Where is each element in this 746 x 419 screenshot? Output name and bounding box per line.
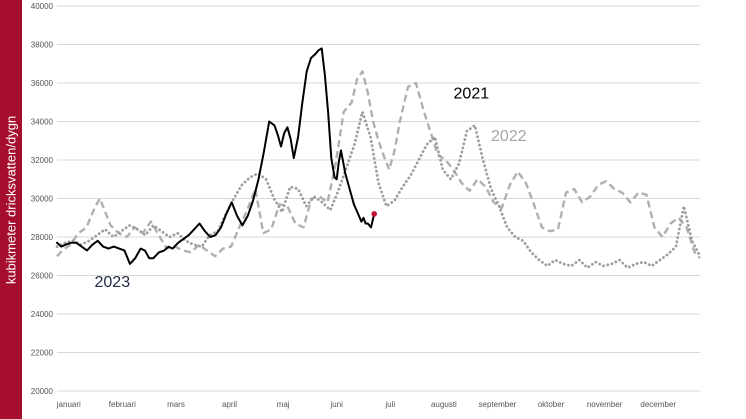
series-annotations: 2023 2021 2022 <box>95 85 527 291</box>
y-tick-40000: 40000 <box>31 2 54 11</box>
x-tick-juli: juli <box>384 400 395 409</box>
y-axis-label-bar: kubikmeter dricksvatten/dygn <box>0 0 22 419</box>
x-tick-april: april <box>222 400 237 409</box>
x-tick-juni: juni <box>329 400 343 409</box>
x-tick-februari: februari <box>109 400 136 409</box>
series-label-2021: 2021 <box>454 85 490 102</box>
series-line-2021 <box>55 110 702 270</box>
gridlines <box>57 5 700 392</box>
x-tick-december: december <box>640 400 676 409</box>
x-tick-labels: januari februari mars april maj juni juli augus… <box>56 400 677 409</box>
series-lines <box>55 47 702 270</box>
y-tick-labels: 20000 22000 24000 26000 28000 30000 32000 34000… <box>31 2 54 396</box>
y-tick-36000: 36000 <box>31 79 54 88</box>
y-tick-38000: 38000 <box>31 41 54 50</box>
series-line-2022 <box>56 70 701 260</box>
y-tick-30000: 30000 <box>31 195 54 204</box>
y-tick-28000: 28000 <box>31 233 54 242</box>
series-label-2023: 2023 <box>95 274 131 291</box>
series-line-2023 <box>56 47 376 265</box>
y-tick-22000: 22000 <box>31 349 54 358</box>
series-markers <box>371 211 378 217</box>
y-tick-34000: 34000 <box>31 118 54 127</box>
y-tick-20000: 20000 <box>31 387 54 396</box>
y-tick-32000: 32000 <box>31 156 54 165</box>
series-endpoint-2023 <box>371 211 378 217</box>
y-tick-24000: 24000 <box>31 310 54 319</box>
x-tick-mars: mars <box>167 400 185 409</box>
x-tick-augusti: augusti <box>431 400 457 409</box>
x-tick-november: november <box>587 400 623 409</box>
x-tick-januari: januari <box>56 400 81 409</box>
series-label-2022: 2022 <box>491 128 527 145</box>
x-tick-september: september <box>479 400 517 409</box>
x-tick-maj: maj <box>277 400 290 409</box>
y-tick-26000: 26000 <box>31 272 54 281</box>
x-tick-oktober: oktober <box>538 400 565 409</box>
